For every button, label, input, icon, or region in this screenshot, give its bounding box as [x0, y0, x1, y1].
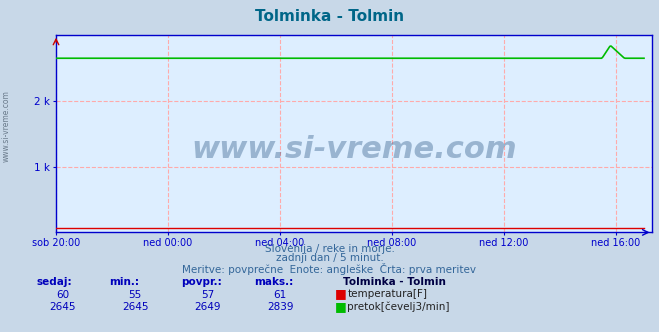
Text: Meritve: povprečne  Enote: angleške  Črta: prva meritev: Meritve: povprečne Enote: angleške Črta:… [183, 263, 476, 275]
Text: Tolminka - Tolmin: Tolminka - Tolmin [343, 277, 445, 287]
Text: Tolminka - Tolmin: Tolminka - Tolmin [255, 9, 404, 24]
Text: pretok[čevelj3/min]: pretok[čevelj3/min] [347, 301, 450, 312]
Text: www.si-vreme.com: www.si-vreme.com [191, 135, 517, 164]
Text: ■: ■ [335, 287, 347, 300]
Text: temperatura[F]: temperatura[F] [347, 289, 427, 299]
Text: maks.:: maks.: [254, 277, 293, 287]
Text: 2649: 2649 [194, 302, 221, 312]
Text: sedaj:: sedaj: [36, 277, 72, 287]
Text: 2839: 2839 [267, 302, 293, 312]
Text: Slovenija / reke in morje.: Slovenija / reke in morje. [264, 244, 395, 254]
Text: zadnji dan / 5 minut.: zadnji dan / 5 minut. [275, 253, 384, 263]
Text: 61: 61 [273, 290, 287, 299]
Text: 57: 57 [201, 290, 214, 299]
Text: ■: ■ [335, 300, 347, 313]
Text: 55: 55 [129, 290, 142, 299]
Text: 2645: 2645 [122, 302, 148, 312]
Text: povpr.:: povpr.: [181, 277, 222, 287]
Text: 2645: 2645 [49, 302, 76, 312]
Text: www.si-vreme.com: www.si-vreme.com [2, 90, 11, 162]
Text: 60: 60 [56, 290, 69, 299]
Text: min.:: min.: [109, 277, 139, 287]
